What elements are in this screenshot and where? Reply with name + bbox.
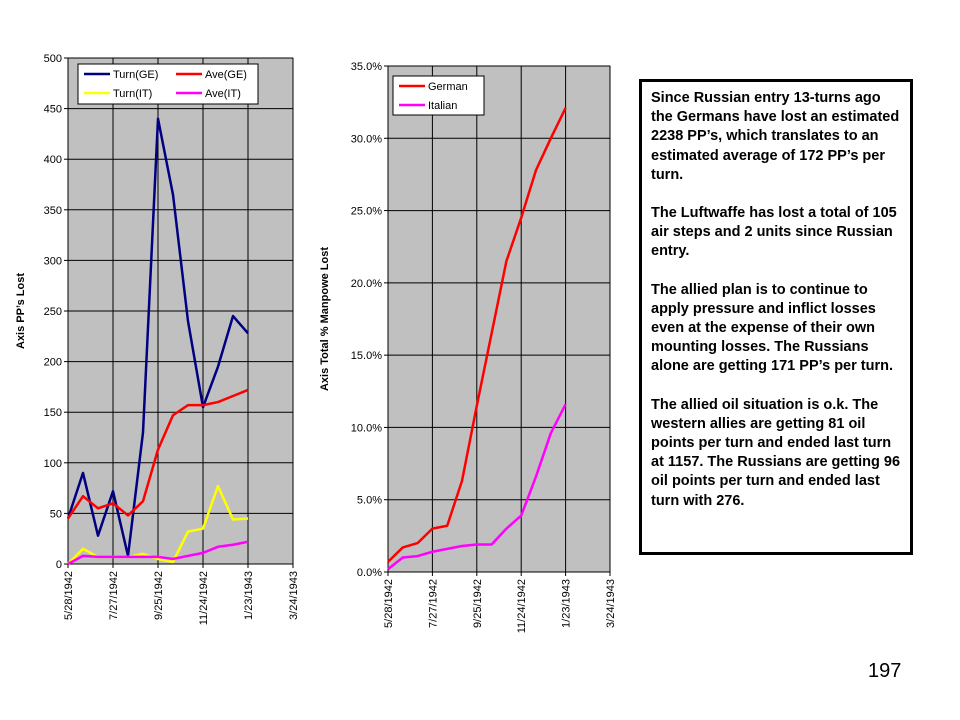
x-tick-label: 11/24/1942 (516, 579, 528, 633)
y-tick-label: 350 (44, 205, 62, 217)
y-axis-label: Axis PP’s Lost (15, 273, 27, 349)
plot-area (387, 65, 611, 573)
y-tick-label: 35.0% (351, 61, 382, 73)
legend-label: Turn(IT) (113, 88, 152, 100)
legend-label: Ave(GE) (205, 69, 247, 81)
paragraph: Since Russian entry 13-turns ago the Ger… (651, 90, 900, 183)
x-tick-label: 5/28/1942 (63, 571, 75, 620)
y-tick-label: 25.0% (351, 206, 382, 218)
legend-label: Ave(IT) (205, 88, 241, 100)
y-tick-label: 250 (44, 306, 62, 318)
legend-label: Turn(GE) (113, 69, 158, 81)
x-tick-label: 11/24/1942 (198, 571, 210, 625)
y-tick-label: 30.0% (351, 133, 382, 145)
series-line (66, 388, 249, 520)
y-tick-label: 10.0% (351, 422, 382, 434)
x-tick-label: 7/27/1942 (108, 571, 120, 620)
legend (392, 75, 485, 116)
text-box: Since Russian entry 13-turns ago the Ger… (639, 79, 913, 555)
x-tick-label: 9/25/1942 (153, 571, 165, 620)
y-tick-label: 5.0% (357, 495, 382, 507)
y-tick-label: 0 (56, 559, 62, 571)
y-tick-label: 200 (44, 357, 62, 369)
series-line (387, 403, 567, 571)
y-tick-label: 0.0% (357, 567, 382, 579)
y-tick-label: 20.0% (351, 278, 382, 290)
x-tick-label: 1/23/1943 (561, 579, 573, 628)
x-tick-label: 1/23/1943 (243, 571, 255, 620)
series-line (66, 117, 249, 558)
page-number: 197 (868, 660, 902, 682)
legend-label: German (428, 81, 468, 93)
y-tick-label: 100 (44, 458, 62, 470)
x-tick-label: 3/24/1943 (605, 579, 617, 628)
legend (77, 63, 259, 105)
paragraph: The Luftwaffe has lost a total of 105 ai… (651, 205, 897, 260)
series-line (387, 107, 567, 563)
y-tick-label: 50 (50, 508, 62, 520)
paragraph: The allied oil situation is o.k. The wes… (651, 396, 901, 509)
y-tick-label: 450 (44, 104, 62, 116)
paragraph: The allied plan is to continue to apply … (651, 281, 894, 375)
y-tick-label: 500 (44, 53, 62, 65)
y-tick-label: 400 (44, 154, 62, 166)
y-tick-label: 15.0% (351, 350, 382, 362)
y-tick-label: 150 (44, 407, 62, 419)
x-tick-label: 7/27/1942 (427, 579, 439, 628)
y-tick-label: 300 (44, 255, 62, 267)
series-line (67, 540, 249, 566)
y-axis-label: Axis Total % Manpowe Lost (319, 247, 331, 391)
x-tick-label: 5/28/1942 (383, 579, 395, 628)
x-tick-label: 9/25/1942 (472, 579, 484, 628)
legend-label: Italian (428, 100, 457, 112)
x-tick-label: 3/24/1943 (288, 571, 300, 620)
